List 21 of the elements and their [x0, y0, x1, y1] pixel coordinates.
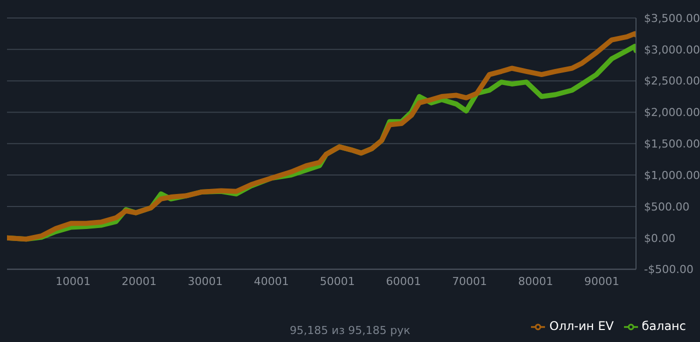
x-tick-label: 10001: [56, 275, 91, 288]
legend-label: Олл-ин EV: [549, 319, 614, 334]
x-tick-label: 60001: [386, 275, 421, 288]
x-tick-label: 40001: [254, 275, 289, 288]
y-tick-label: $1,500.00: [644, 138, 700, 151]
x-tick-label: 70001: [452, 275, 488, 288]
x-tick-label: 30001: [188, 275, 223, 288]
y-tick-label: $3,000.00: [644, 43, 700, 56]
x-tick-label: 20001: [122, 275, 157, 288]
y-tick-label: $3,500.00: [644, 12, 700, 25]
x-tick-label: 80001: [518, 275, 554, 288]
y-tick-label: $1,000.00: [644, 168, 700, 182]
y-tick-label: -$500.00: [644, 263, 694, 276]
y-tick-label: $2,500.00: [644, 74, 700, 88]
x-tick-label: 90001: [584, 275, 620, 288]
y-tick-label: $2,000.00: [644, 106, 700, 120]
y-tick-label: $0.00: [644, 232, 676, 245]
x-tick-label: 50001: [320, 275, 355, 288]
y-tick-label: $500.00: [644, 200, 690, 214]
text: 95,185 из 95,185 рук: [290, 324, 410, 337]
legend-label: баланс: [642, 319, 686, 334]
